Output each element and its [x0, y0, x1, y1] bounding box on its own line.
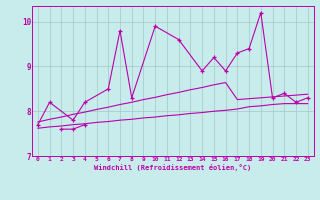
X-axis label: Windchill (Refroidissement éolien,°C): Windchill (Refroidissement éolien,°C): [94, 164, 252, 171]
